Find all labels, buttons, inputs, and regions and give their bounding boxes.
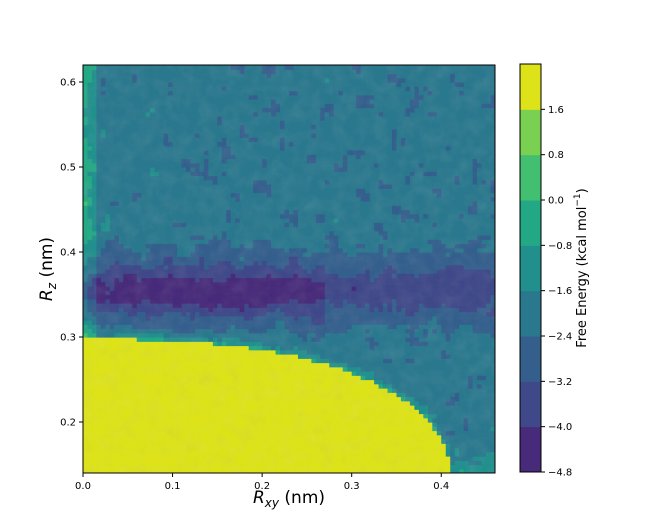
plot-area — [83, 65, 495, 473]
contour-field — [83, 65, 495, 473]
